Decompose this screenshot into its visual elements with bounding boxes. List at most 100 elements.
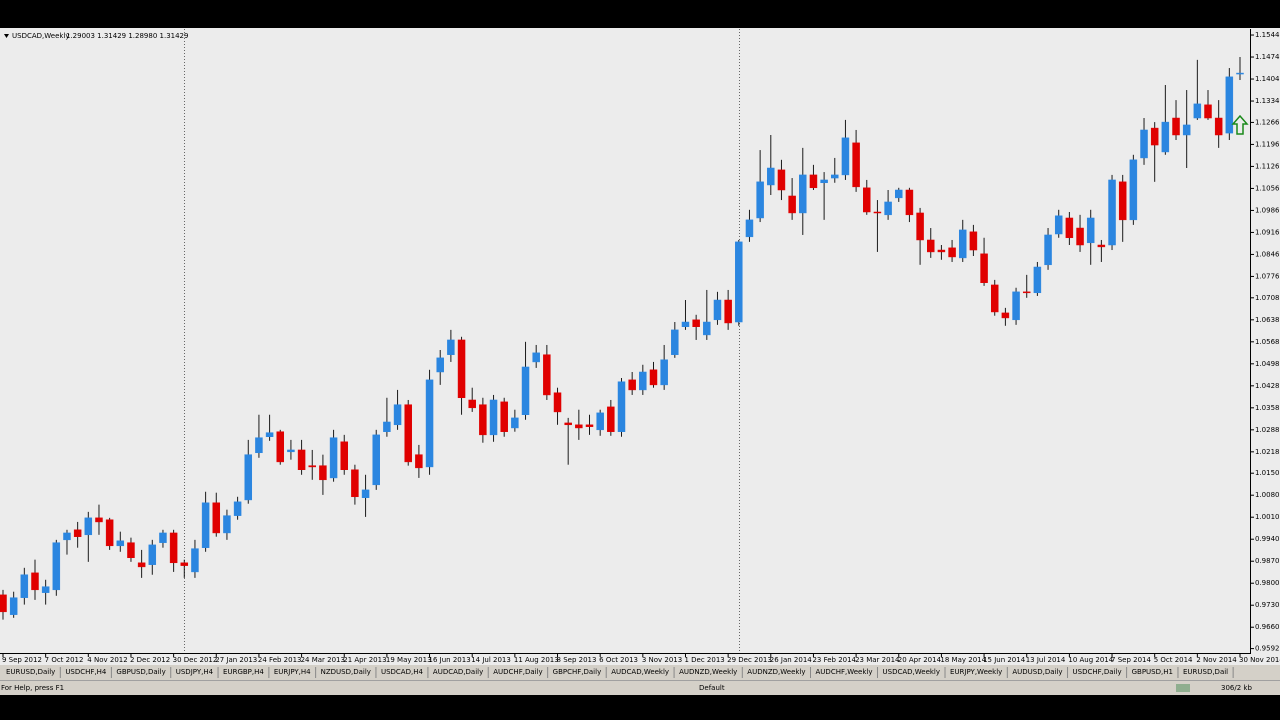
candle-body bbox=[916, 212, 924, 241]
chart-tab[interactable]: AUDCAD,Weekly bbox=[611, 668, 669, 676]
x-tick-label: 21 Apr 2013 bbox=[343, 656, 386, 664]
y-tick-label: 1.09160 bbox=[1255, 228, 1280, 236]
candle-body bbox=[1204, 104, 1212, 119]
chart-tab[interactable]: GBPCHF,Daily bbox=[553, 668, 602, 676]
x-tick-label: 19 May 2013 bbox=[386, 656, 432, 664]
candle-body bbox=[553, 392, 562, 413]
x-tick-label: 23 Mar 2014 bbox=[855, 656, 900, 664]
candle-body bbox=[1097, 244, 1106, 248]
status-profile: Default bbox=[699, 684, 725, 692]
candle-body bbox=[329, 437, 338, 479]
candle-body bbox=[617, 381, 626, 432]
candle-body bbox=[319, 465, 327, 481]
candle-body bbox=[1076, 227, 1084, 246]
candle-body bbox=[393, 404, 402, 426]
candle-body bbox=[937, 249, 946, 253]
status-help: For Help, press F1 bbox=[1, 684, 64, 692]
candle-body bbox=[191, 548, 199, 573]
candle-body bbox=[1161, 121, 1170, 153]
candles bbox=[0, 57, 1244, 620]
candle-body bbox=[788, 195, 796, 214]
candle-body bbox=[863, 187, 871, 213]
x-tick-label: 27 Jan 2013 bbox=[215, 656, 257, 664]
x-tick-label: 16 Jun 2013 bbox=[429, 656, 471, 664]
chart-tab[interactable]: AUDCAD,Daily bbox=[433, 668, 483, 676]
y-tick-label: 1.02180 bbox=[1255, 448, 1280, 456]
chart-tab[interactable]: EURUSD,Dail bbox=[1183, 668, 1228, 676]
y-tick-label: 1.03580 bbox=[1255, 404, 1280, 412]
chart-tab[interactable]: AUDNZD,Weekly bbox=[679, 668, 737, 676]
candle-body bbox=[489, 399, 498, 436]
candle-body bbox=[1214, 117, 1223, 136]
tabs: EURUSD,Daily USDCHF,H4 GBPUSD,Daily USDJPY,… bbox=[6, 667, 1234, 678]
x-tick-label: 13 Jul 2014 bbox=[1026, 656, 1066, 664]
candle-body bbox=[1172, 117, 1180, 136]
chart-tab[interactable]: GBPUSD,H1 bbox=[1132, 668, 1173, 676]
top-bar bbox=[0, 0, 1280, 28]
candle-body bbox=[404, 404, 412, 463]
candle-body bbox=[9, 597, 18, 615]
chart-tab[interactable]: USDCAD,Weekly bbox=[883, 668, 941, 676]
candle-body bbox=[958, 229, 967, 259]
y-tick-label: 1.05680 bbox=[1255, 338, 1280, 346]
candle-body bbox=[1236, 72, 1244, 75]
candle-body bbox=[52, 542, 61, 591]
candle-body bbox=[1086, 217, 1095, 244]
chart-tab[interactable]: EURJPY,H4 bbox=[274, 668, 311, 676]
chart-tab[interactable]: NZDUSD,Daily bbox=[321, 668, 371, 676]
candle-body bbox=[671, 329, 679, 355]
x-tick-label: 2 Nov 2014 bbox=[1196, 656, 1237, 664]
chart-tab[interactable]: EURJPY,Weekly bbox=[950, 668, 1002, 676]
x-tick-label: 26 Jan 2014 bbox=[770, 656, 813, 664]
chart-tab[interactable]: USDCHF,H4 bbox=[65, 668, 107, 676]
candle-body bbox=[148, 544, 157, 565]
chart-tab[interactable]: AUDCHF,Daily bbox=[493, 668, 542, 676]
chart-tab[interactable]: AUDCHF,Weekly bbox=[816, 668, 873, 676]
candle-body bbox=[415, 454, 423, 469]
x-tick-label: 5 Oct 2014 bbox=[1154, 656, 1193, 664]
chart-tab[interactable]: EURGBP,H4 bbox=[223, 668, 264, 676]
candle-body bbox=[1054, 215, 1063, 235]
candle-body bbox=[1129, 159, 1138, 221]
candle-body bbox=[841, 137, 850, 176]
candle-body bbox=[0, 594, 7, 613]
candle-body bbox=[351, 469, 359, 498]
candle-body bbox=[41, 586, 50, 593]
x-tick-label: 4 Nov 2012 bbox=[87, 656, 127, 664]
chart-menu-arrow[interactable] bbox=[4, 34, 9, 38]
chart-tab[interactable]: AUDUSD,Daily bbox=[1012, 668, 1062, 676]
x-tick-label: 2 Dec 2012 bbox=[130, 656, 170, 664]
candle-body bbox=[159, 532, 167, 543]
candle-body bbox=[223, 515, 231, 534]
chart-title: USDCAD,Weekly bbox=[12, 32, 70, 40]
y-tick-label: 1.10560 bbox=[1255, 184, 1280, 192]
candle-body bbox=[660, 359, 668, 386]
chart-tab[interactable]: USDJPY,H4 bbox=[176, 668, 214, 676]
candle-body bbox=[852, 142, 860, 188]
candle-body bbox=[265, 432, 274, 437]
chart-tab[interactable]: AUDNZD,Weekly bbox=[747, 668, 805, 676]
candle-body bbox=[724, 299, 732, 324]
candle-body bbox=[276, 431, 285, 463]
x-tick-label: 30 Nov 2014 bbox=[1239, 656, 1280, 664]
candle-body bbox=[457, 339, 466, 399]
candle-body bbox=[287, 449, 295, 453]
chart-tab[interactable]: EURUSD,Daily bbox=[6, 668, 55, 676]
candle-body bbox=[628, 379, 636, 391]
chart-tab[interactable]: USDCAD,H4 bbox=[381, 668, 424, 676]
candle-body bbox=[95, 517, 103, 523]
candle-body bbox=[777, 169, 786, 191]
chart-tab[interactable]: USDCHF,Daily bbox=[1073, 668, 1122, 676]
x-tick-label: 24 Feb 2013 bbox=[258, 656, 302, 664]
candle-body bbox=[767, 167, 775, 186]
y-tick-label: 0.95920 bbox=[1255, 645, 1280, 653]
candle-body bbox=[1022, 291, 1031, 294]
x-tick-label: 30 Dec 2012 bbox=[173, 656, 218, 664]
chart-tab[interactable]: GBPUSD,Daily bbox=[116, 668, 165, 676]
candle-body bbox=[521, 366, 530, 415]
candle-body bbox=[639, 371, 647, 391]
candle-body bbox=[105, 519, 114, 547]
y-tick-label: 1.11260 bbox=[1255, 162, 1280, 170]
